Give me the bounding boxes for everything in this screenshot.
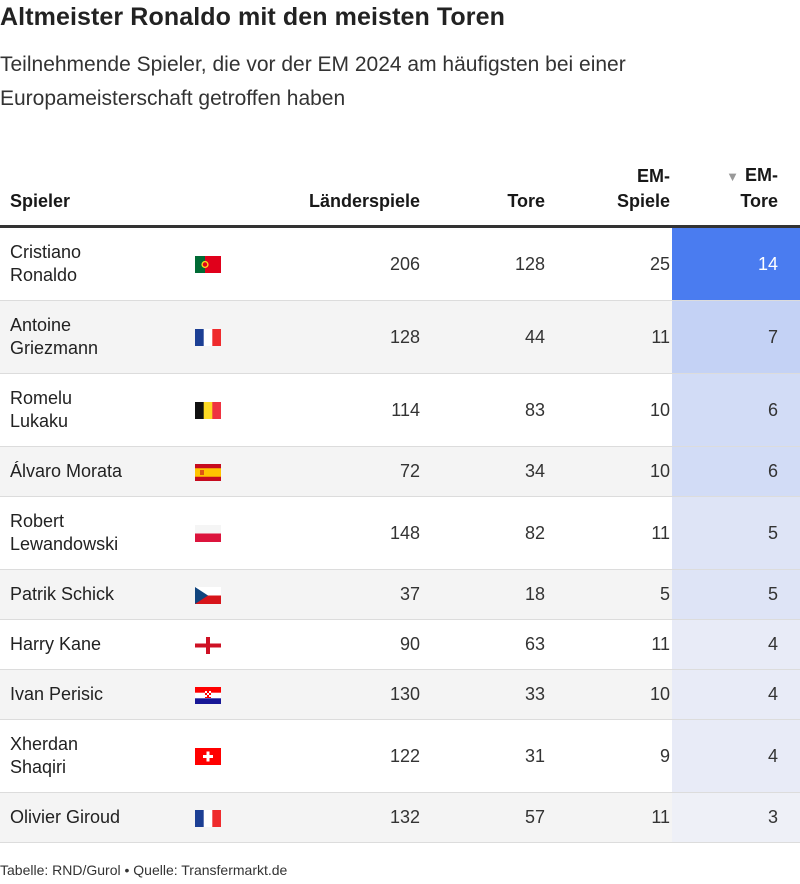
caps-value: 114 [275,373,422,447]
player-name: Álvaro Morata [0,446,185,497]
caps-value: 130 [275,669,422,720]
player-name: Cristiano Ronaldo [0,226,185,301]
caps-value: 37 [275,569,422,620]
flag-cell [185,619,275,670]
em-games-value: 10 [547,446,672,497]
switzerland-flag-icon [195,748,221,766]
table-row: Ivan Perisic 130 33 10 4 [0,669,800,720]
table-row: Robert Lewandowski 148 82 11 5 [0,496,800,570]
france-flag-icon [195,809,221,827]
table-row: Olivier Giroud 132 57 11 3 [0,792,800,843]
table-row: Álvaro Morata 72 34 10 6 [0,446,800,497]
em-games-value: 11 [547,300,672,374]
em-games-value: 5 [547,569,672,620]
em-goals-value: 4 [672,619,800,670]
goals-value: 31 [422,719,547,793]
em-goals-value: 3 [672,792,800,843]
em-games-value: 11 [547,619,672,670]
spain-flag-icon [195,463,221,481]
flag-cell [185,226,275,301]
em-games-value: 10 [547,373,672,447]
column-header-flag [185,148,275,228]
flag-cell [185,719,275,793]
goals-value: 34 [422,446,547,497]
caps-value: 148 [275,496,422,570]
em-goals-value: 5 [672,496,800,570]
goals-value: 128 [422,226,547,301]
belgium-flag-icon [195,402,221,420]
portugal-flag-icon [195,256,221,274]
goals-value: 57 [422,792,547,843]
em-games-value: 25 [547,226,672,301]
flag-cell [185,446,275,497]
column-header-player[interactable]: Spieler [0,148,185,228]
goals-value: 63 [422,619,547,670]
player-name: Harry Kane [0,619,185,670]
player-name: Patrik Schick [0,569,185,620]
goals-value: 83 [422,373,547,447]
caps-value: 90 [275,619,422,670]
caps-value: 132 [275,792,422,843]
england-flag-icon [195,636,221,654]
em-games-value: 11 [547,496,672,570]
em-goals-value: 6 [672,446,800,497]
table-row: Patrik Schick 37 18 5 5 [0,569,800,620]
column-header-goals[interactable]: Tore [422,148,547,228]
caps-value: 128 [275,300,422,374]
france-flag-icon [195,329,221,347]
goals-value: 82 [422,496,547,570]
player-name: Ivan Perisic [0,669,185,720]
em-goals-value: 4 [672,669,800,720]
em-games-value: 9 [547,719,672,793]
chart-subtitle: Teilnehmende Spieler, die vor der EM 202… [0,53,626,110]
caps-value: 122 [275,719,422,793]
player-name: Antoine Griezmann [0,300,185,374]
em-goals-value: 4 [672,719,800,793]
czech-flag-icon [195,586,221,604]
em-goals-value: 14 [672,226,800,301]
poland-flag-icon [195,525,221,543]
croatia-flag-icon [195,686,221,704]
em-games-value: 11 [547,792,672,843]
column-header-caps[interactable]: Länderspiele [275,148,422,228]
goals-value: 33 [422,669,547,720]
caps-value: 206 [275,226,422,301]
table-header-row: Spieler Länderspiele Tore EM- Spiele ▼ EM-… [0,148,800,228]
em-goals-value: 6 [672,373,800,447]
caps-value: 72 [275,446,422,497]
player-name: Olivier Giroud [0,792,185,843]
table-row: Cristiano Ronaldo 206 128 25 14 [0,226,800,301]
players-table: Spieler Länderspiele Tore EM- Spiele ▼ EM-… [0,148,800,843]
flag-cell [185,792,275,843]
source-footer: Tabelle: RND/Gurol • Quelle: Transfermar… [0,862,288,878]
player-name: Romelu Lukaku [0,373,185,447]
table-row: Antoine Griezmann 128 44 11 7 [0,300,800,374]
flag-cell [185,496,275,570]
chart-title: Altmeister Ronaldo mit den meisten Toren [0,3,506,31]
em-goals-value: 5 [672,569,800,620]
column-header-em-games[interactable]: EM- Spiele [547,148,672,228]
goals-value: 18 [422,569,547,620]
goals-value: 44 [422,300,547,374]
sort-descending-icon: ▼ [726,169,739,184]
em-games-value: 10 [547,669,672,720]
flag-cell [185,569,275,620]
player-name: Robert Lewandowski [0,496,185,570]
table-row: Xherdan Shaqiri 122 31 9 4 [0,719,800,793]
column-header-em-goals[interactable]: ▼ EM- Tore [672,148,800,228]
player-name: Xherdan Shaqiri [0,719,185,793]
em-goals-value: 7 [672,300,800,374]
table-row: Romelu Lukaku 114 83 10 6 [0,373,800,447]
flag-cell [185,669,275,720]
flag-cell [185,373,275,447]
flag-cell [185,300,275,374]
table-row: Harry Kane 90 63 11 4 [0,619,800,670]
